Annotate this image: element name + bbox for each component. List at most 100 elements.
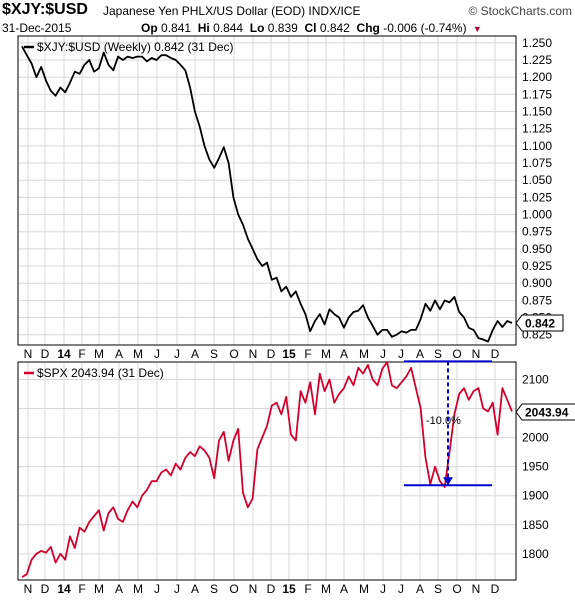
open-value: 0.841 <box>161 21 192 35</box>
y-tick-label: 1900 <box>522 489 549 503</box>
chart-header: $XJY:$USD Japanese Yen PHLX/US Dollar (E… <box>0 0 575 40</box>
x-tick-label: J <box>154 347 160 361</box>
x-tick-label: M <box>321 347 331 361</box>
x-tick-label: N <box>24 347 33 361</box>
change-value: -0.006 (-0.74%) <box>383 21 467 35</box>
x-tick-label: O <box>229 347 238 361</box>
x-tick-label: 15 <box>282 582 296 596</box>
x-tick-label: F <box>78 582 85 596</box>
down-triangle-icon: ▼ <box>472 24 482 34</box>
x-tick-label: A <box>340 582 348 596</box>
x-tick-label: D <box>491 582 500 596</box>
x-tick-label: O <box>452 582 461 596</box>
series-line <box>21 45 513 343</box>
y-tick-label: 1.050 <box>522 173 552 187</box>
x-tick-label: N <box>472 582 481 596</box>
x-tick-label: M <box>94 347 104 361</box>
y-tick-label: 0.925 <box>522 259 552 273</box>
watermark: © StockCharts.com <box>468 4 572 18</box>
x-tick-label: A <box>416 347 424 361</box>
x-tick-label: A <box>191 347 199 361</box>
x-tick-label: J <box>398 347 404 361</box>
y-tick-label: 1.000 <box>522 208 552 222</box>
x-tick-label: M <box>133 347 143 361</box>
x-tick-label: M <box>133 582 143 596</box>
y-tick-label: 1.225 <box>522 53 552 67</box>
y-tick-label: 0.900 <box>522 276 552 290</box>
x-tick-label: D <box>491 347 500 361</box>
chart-panel-1: 2100205020001950190018501800$SPX 2043.94… <box>17 360 575 596</box>
last-value-label: 2043.94 <box>525 406 569 420</box>
x-tick-label: A <box>115 582 123 596</box>
y-tick-label: 0.875 <box>522 293 552 307</box>
y-tick-label: 1.250 <box>522 36 552 50</box>
x-tick-label: M <box>321 582 331 596</box>
y-tick-label: 1.075 <box>522 156 552 170</box>
y-tick-label: 0.975 <box>522 225 552 239</box>
y-tick-label: 1.200 <box>522 70 552 84</box>
y-tick-label: 1850 <box>522 518 549 532</box>
y-tick-label: 1.175 <box>522 87 552 101</box>
x-tick-label: J <box>174 582 180 596</box>
series-line <box>21 361 513 578</box>
x-tick-label: D <box>267 582 276 596</box>
y-tick-label: 2100 <box>522 372 549 386</box>
x-tick-label: D <box>41 582 50 596</box>
y-tick-label: 1.150 <box>522 105 552 119</box>
x-tick-label: 15 <box>282 347 296 361</box>
y-tick-label: 0.950 <box>522 242 552 256</box>
y-tick-label: 1.025 <box>522 190 552 204</box>
ohlc-readout: Op 0.841 Hi 0.844 Lo 0.839 Cl 0.842 Chg … <box>141 21 482 35</box>
last-value-marker <box>515 314 564 332</box>
legend-label: $SPX 2043.94 (31 Dec) <box>37 366 164 380</box>
symbol-description: Japanese Yen PHLX/US Dollar (EOD) INDX/I… <box>103 4 361 18</box>
last-value-label: 0.842 <box>525 317 555 331</box>
x-tick-label: J <box>380 582 386 596</box>
x-tick-label: 14 <box>57 347 71 361</box>
x-tick-label: O <box>452 347 461 361</box>
close-value: 0.842 <box>319 21 350 35</box>
x-tick-label: D <box>41 347 50 361</box>
quote-date: 31-Dec-2015 <box>2 21 72 35</box>
x-tick-label: S <box>434 582 442 596</box>
y-tick-label: 1.125 <box>522 122 552 136</box>
x-tick-label: J <box>380 347 386 361</box>
x-tick-label: D <box>267 347 276 361</box>
y-tick-label: 1800 <box>522 547 549 561</box>
x-tick-label: M <box>94 582 104 596</box>
low-value: 0.839 <box>267 21 298 35</box>
x-tick-label: S <box>210 582 218 596</box>
y-tick-label: 2000 <box>522 431 549 445</box>
x-tick-label: J <box>174 347 180 361</box>
close-label: Cl <box>304 21 317 35</box>
x-tick-label: S <box>210 347 218 361</box>
x-tick-label: F <box>304 582 311 596</box>
drawdown-label: -10.0% <box>426 415 461 427</box>
x-tick-label: A <box>340 347 348 361</box>
x-tick-label: A <box>191 582 199 596</box>
high-value: 0.844 <box>213 21 244 35</box>
x-tick-label: S <box>434 347 442 361</box>
plot-frame <box>17 35 517 346</box>
open-label: Op <box>141 21 158 35</box>
y-tick-label: 1950 <box>522 460 549 474</box>
x-tick-label: N <box>472 347 481 361</box>
x-tick-label: J <box>398 582 404 596</box>
x-tick-label: F <box>78 347 85 361</box>
x-tick-label: M <box>359 347 369 361</box>
low-label: Lo <box>249 21 265 35</box>
x-tick-label: N <box>249 347 258 361</box>
legend-label: $XJY:$USD (Weekly) 0.842 (31 Dec) <box>37 40 234 54</box>
drawdown-arrowhead <box>443 477 453 486</box>
x-tick-label: F <box>304 347 311 361</box>
x-tick-label: J <box>154 582 160 596</box>
x-tick-label: M <box>359 582 369 596</box>
chart-panel-0: 1.250 1.225 1.200 1.175 1.150 1.125 1.100 1.075… <box>17 35 564 361</box>
x-tick-label: A <box>115 347 123 361</box>
high-label: Hi <box>197 21 210 35</box>
symbol-title: $XJY:$USD <box>2 1 88 18</box>
last-value-marker <box>515 403 575 421</box>
change-label: Chg <box>356 21 380 35</box>
x-tick-label: N <box>24 582 33 596</box>
